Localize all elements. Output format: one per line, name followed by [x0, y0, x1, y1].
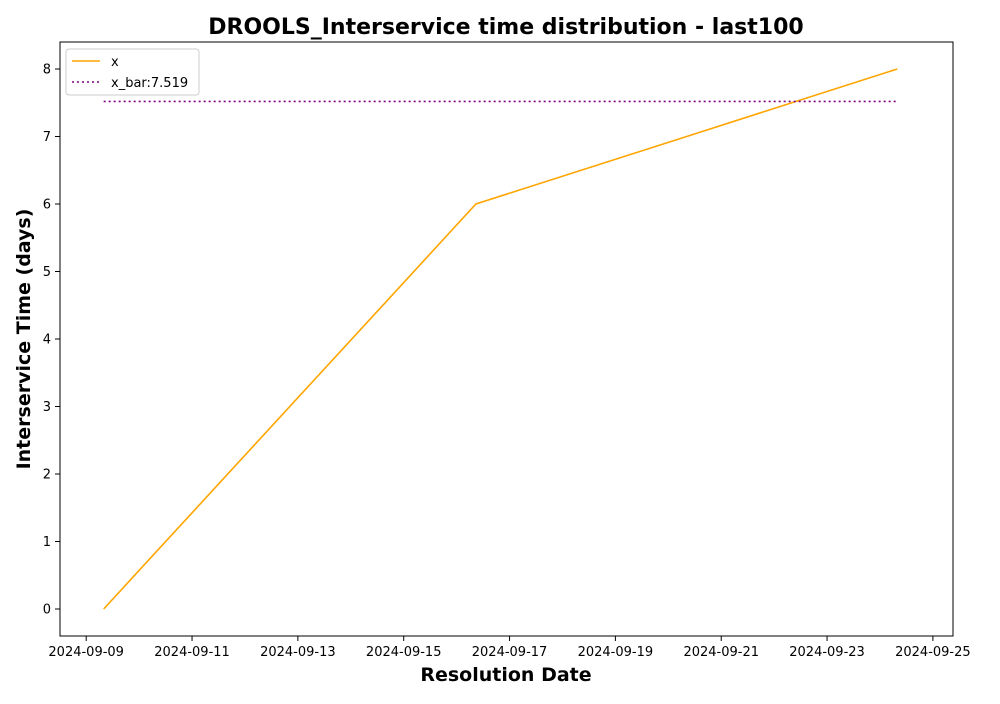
x-axis: 2024-09-09 2024-09-11 2024-09-13 2024-09-15…	[48, 636, 971, 660]
legend-label-0: x	[111, 55, 119, 70]
y-tick-label: 0	[43, 603, 51, 618]
plot-area	[103, 68, 898, 610]
x-tick-label: 2024-09-11	[154, 645, 230, 660]
x-tick-label: 2024-09-23	[789, 645, 865, 660]
y-tick-label: 2	[43, 468, 51, 483]
x-axis-label: Resolution Date	[420, 664, 591, 686]
y-tick-label: 1	[43, 535, 51, 550]
y-axis-label: Interservice Time (days)	[13, 209, 35, 470]
series-line-0	[103, 68, 898, 610]
y-tick-label: 4	[43, 333, 51, 348]
x-tick-label: 2024-09-15	[366, 645, 442, 660]
y-axis: 0 1 2 3 4 5 6 7 8	[43, 63, 60, 618]
y-tick-label: 8	[43, 63, 51, 78]
x-tick-label: 2024-09-09	[48, 645, 124, 660]
y-tick-label: 3	[43, 400, 51, 415]
x-tick-label: 2024-09-25	[895, 645, 971, 660]
x-tick-label: 2024-09-21	[683, 645, 759, 660]
y-tick-label: 6	[43, 198, 51, 213]
legend-label-1: x_bar:7.519	[111, 76, 188, 91]
y-tick-label: 7	[43, 130, 51, 145]
y-tick-label: 5	[43, 265, 51, 280]
chart-title: DROOLS_Interservice time distribution - …	[208, 15, 803, 40]
x-tick-label: 2024-09-13	[260, 645, 336, 660]
x-tick-label: 2024-09-19	[578, 645, 654, 660]
legend: x x_bar:7.519	[65, 48, 200, 96]
x-tick-label: 2024-09-17	[472, 645, 548, 660]
